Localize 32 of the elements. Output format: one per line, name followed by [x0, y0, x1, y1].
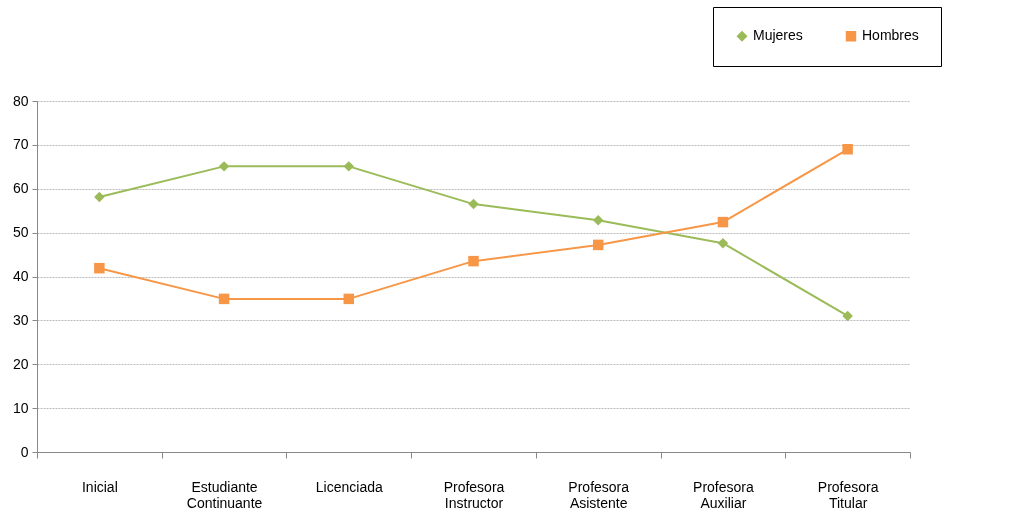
point	[468, 255, 479, 267]
y-tick-label: 50	[12, 224, 29, 241]
y-tick-label: 0	[20, 443, 29, 460]
x-tick-label: Profesora Instructor	[443, 478, 505, 511]
x-tick-label: Inicial	[81, 478, 118, 495]
point	[94, 191, 105, 203]
point	[343, 293, 355, 305]
x-tick-label: Profesora Titular	[817, 478, 879, 511]
point	[592, 239, 604, 251]
x-tick-label: Profesora Auxiliar	[693, 478, 754, 511]
point	[717, 237, 729, 249]
point	[842, 310, 853, 322]
y-tick-label: 40	[12, 268, 29, 284]
point	[94, 262, 105, 274]
y-tick-label: 20	[12, 355, 29, 372]
y-tick-label: 70	[12, 136, 29, 153]
y-tick-label: 30	[12, 311, 29, 328]
legend-label: Mujeres	[753, 27, 803, 44]
point	[343, 161, 355, 172]
legend-label: Hombres	[862, 27, 919, 44]
y-tick-label: 80	[12, 92, 29, 109]
point	[842, 144, 853, 155]
y-tick-label: 60	[12, 180, 29, 197]
point	[468, 198, 479, 210]
point	[218, 293, 230, 305]
point	[592, 215, 604, 226]
y-tick-label: 10	[12, 399, 29, 416]
x-tick-label: Licenciada	[315, 478, 383, 495]
point	[218, 161, 230, 172]
x-tick-label: Profesora Asistente	[568, 478, 630, 511]
x-tick-label: Estudiante Continuante	[186, 478, 263, 511]
point	[717, 216, 729, 228]
